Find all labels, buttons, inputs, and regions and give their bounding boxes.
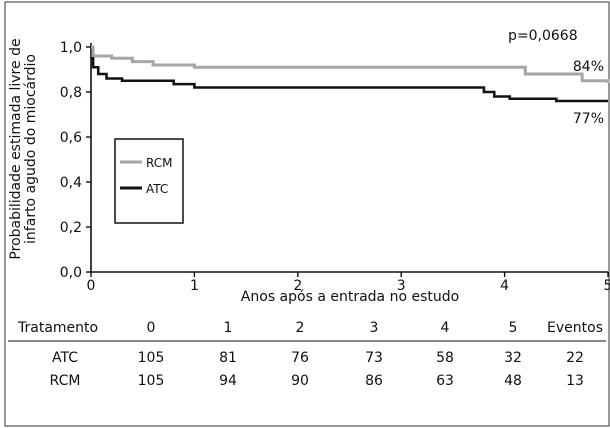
x-tick-label: 1 bbox=[190, 278, 199, 294]
y-axis-title-line2: infarto agudo do miocárdio bbox=[23, 54, 39, 244]
tick-labels: 0,0 0,2 0,4 0,6 0,8 1,0 0 1 2 3 4 5 bbox=[60, 40, 610, 294]
y-tick-label: 0,8 bbox=[60, 85, 82, 101]
risk-table-column-header: 0 bbox=[147, 320, 156, 336]
risk-table-events-cell: 22 bbox=[566, 350, 584, 366]
risk-table-cell: 94 bbox=[219, 373, 237, 389]
legend-box bbox=[114, 138, 184, 224]
x-tick-label: 4 bbox=[500, 278, 509, 294]
x-tick-label: 0 bbox=[87, 278, 96, 294]
p-value-annotation: p=0,0668 bbox=[508, 28, 578, 44]
end-labels: 84% 77% bbox=[573, 59, 604, 127]
legend-label-rcm: RCM bbox=[146, 156, 172, 170]
axes bbox=[86, 43, 609, 277]
y-tick-label: 0,2 bbox=[60, 220, 82, 236]
risk-table-column-header: 5 bbox=[509, 320, 518, 336]
risk-table-column-header: 4 bbox=[441, 320, 450, 336]
x-tick-label: 3 bbox=[397, 278, 406, 294]
risk-table-cell: 63 bbox=[436, 373, 454, 389]
legend-label-atc: ATC bbox=[146, 182, 168, 196]
risk-table-rows: ATC 105 81 76 73 58 32 22 RCM 105 94 90 86 63 48 13 bbox=[50, 350, 584, 389]
risk-table-cell: 81 bbox=[219, 350, 237, 366]
x-tick-label: 5 bbox=[604, 278, 610, 294]
y-axis-title-line1: Probabilidade estimada livre de bbox=[8, 38, 24, 259]
y-tick-label: 0,0 bbox=[60, 265, 82, 281]
legend: RCM ATC bbox=[114, 138, 184, 224]
x-tick-label: 2 bbox=[293, 278, 302, 294]
series-line-atc bbox=[91, 56, 608, 103]
risk-table-row-label: RCM bbox=[50, 373, 81, 389]
risk-table-column-headers: 0 1 2 3 4 5 bbox=[147, 320, 518, 336]
y-tick-label: 0,6 bbox=[60, 130, 82, 146]
series-line-rcm bbox=[91, 45, 610, 83]
risk-table-column-header: 2 bbox=[296, 320, 305, 336]
x-axis-title: Anos após a entrada no estudo bbox=[241, 289, 459, 305]
risk-table-events-header: Eventos bbox=[547, 320, 603, 336]
risk-table-cell: 76 bbox=[291, 350, 309, 366]
risk-table-cell: 73 bbox=[365, 350, 383, 366]
end-label-rcm: 84% bbox=[573, 59, 604, 75]
series-lines bbox=[91, 45, 610, 103]
y-tick-label: 0,4 bbox=[60, 175, 82, 191]
end-label-atc: 77% bbox=[573, 111, 604, 127]
plot-frame bbox=[4, 1, 610, 427]
risk-table-header-label: Tratamento bbox=[17, 320, 98, 336]
risk-table-cell: 105 bbox=[138, 373, 165, 389]
risk-table-cell: 86 bbox=[365, 373, 383, 389]
risk-table: Tratamento 0 1 2 3 4 5 Eventos ATC 105 81 76 73 58… bbox=[8, 320, 606, 389]
risk-table-column-header: 3 bbox=[370, 320, 379, 336]
risk-table-row-label: ATC bbox=[52, 350, 78, 366]
risk-table-events-cell: 13 bbox=[566, 373, 584, 389]
y-tick-label: 1,0 bbox=[60, 40, 82, 56]
risk-table-cell: 58 bbox=[436, 350, 454, 366]
risk-table-cell: 105 bbox=[138, 350, 165, 366]
risk-table-cell: 48 bbox=[504, 373, 522, 389]
risk-table-cell: 32 bbox=[504, 350, 522, 366]
risk-table-column-header: 1 bbox=[224, 320, 233, 336]
risk-table-cell: 90 bbox=[291, 373, 309, 389]
